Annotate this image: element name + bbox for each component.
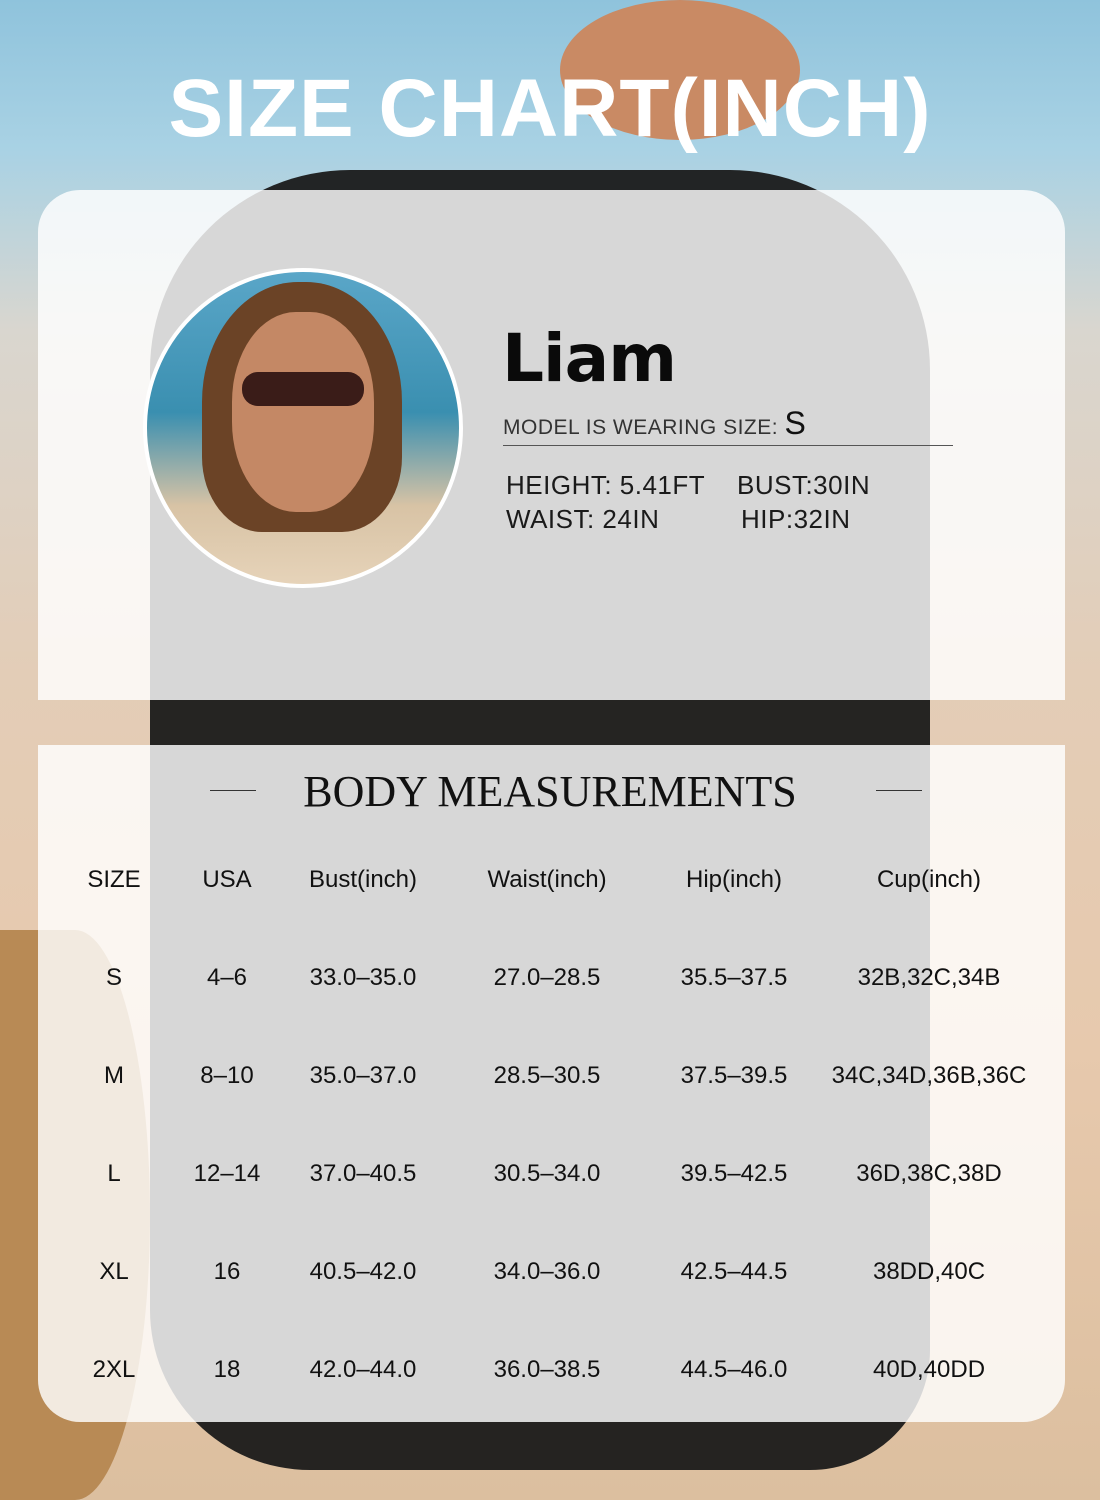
model-photo [143, 268, 463, 588]
table-cell: 30.5–34.0 [493, 1160, 601, 1187]
table-cell: XL [99, 1258, 129, 1285]
table-header: Hip(inch) [685, 866, 783, 893]
table-cell: S [105, 964, 123, 991]
table-cell: 42.0–44.0 [309, 1356, 417, 1383]
table-cell: 35.0–37.0 [309, 1062, 417, 1089]
table-cell: 8–10 [200, 1062, 254, 1089]
table-cell: 32B,32C,34B [857, 964, 1001, 991]
model-wearing-size: MODEL IS WEARING SIZE: S [503, 405, 806, 442]
table-cell: 4–6 [206, 964, 248, 991]
table-cell: 40.5–42.0 [309, 1258, 417, 1285]
table-header: Cup(inch) [876, 866, 982, 893]
table-header: USA [202, 866, 252, 893]
table-cell: 12–14 [193, 1160, 261, 1187]
table-cell: 34C,34D,36B,36C [831, 1062, 1027, 1089]
table-cell: M [104, 1062, 124, 1089]
sunglasses [242, 372, 364, 406]
title-dash-left [210, 790, 256, 791]
table-cell: 39.5–42.5 [680, 1160, 788, 1187]
table-cell: L [107, 1160, 121, 1187]
table-cell: 40D,40DD [872, 1356, 986, 1383]
model-hip: HIP:32IN [741, 504, 851, 534]
table-cell: 28.5–30.5 [493, 1062, 601, 1089]
page-title: SIZE CHART(INCH) [168, 63, 932, 154]
table-header: SIZE [87, 866, 141, 893]
table-cell: 37.0–40.5 [309, 1160, 417, 1187]
table-cell: 18 [213, 1356, 241, 1383]
table-cell: 27.0–28.5 [493, 964, 601, 991]
measurements-panel [38, 745, 1065, 1422]
table-cell: 36D,38C,38D [856, 1160, 1002, 1187]
title-dash-right [876, 790, 922, 791]
table-cell: 42.5–44.5 [680, 1258, 788, 1285]
table-cell: 2XL [92, 1356, 136, 1383]
wearing-size-label: MODEL IS WEARING SIZE: [503, 416, 779, 439]
table-cell: 34.0–36.0 [493, 1258, 601, 1285]
table-cell: 37.5–39.5 [680, 1062, 788, 1089]
table-header: Bust(inch) [308, 866, 418, 893]
model-waist: WAIST: 24IN [506, 504, 660, 534]
table-cell: 33.0–35.0 [309, 964, 417, 991]
model-bust: BUST:30IN [737, 470, 871, 500]
model-face [232, 312, 374, 512]
model-name: Liam [502, 320, 677, 397]
table-cell: 35.5–37.5 [680, 964, 788, 991]
table-cell: 16 [213, 1258, 241, 1285]
wearing-size-value: S [784, 405, 807, 441]
table-cell: 44.5–46.0 [680, 1356, 788, 1383]
model-height: HEIGHT: 5.41FT [506, 470, 706, 500]
table-title: BODY MEASUREMENTS [303, 767, 797, 816]
table-cell: 38DD,40C [872, 1258, 986, 1285]
table-header: Waist(inch) [487, 866, 607, 893]
table-cell: 36.0–38.5 [493, 1356, 601, 1383]
background-model-face [560, 0, 800, 140]
divider [503, 445, 953, 446]
